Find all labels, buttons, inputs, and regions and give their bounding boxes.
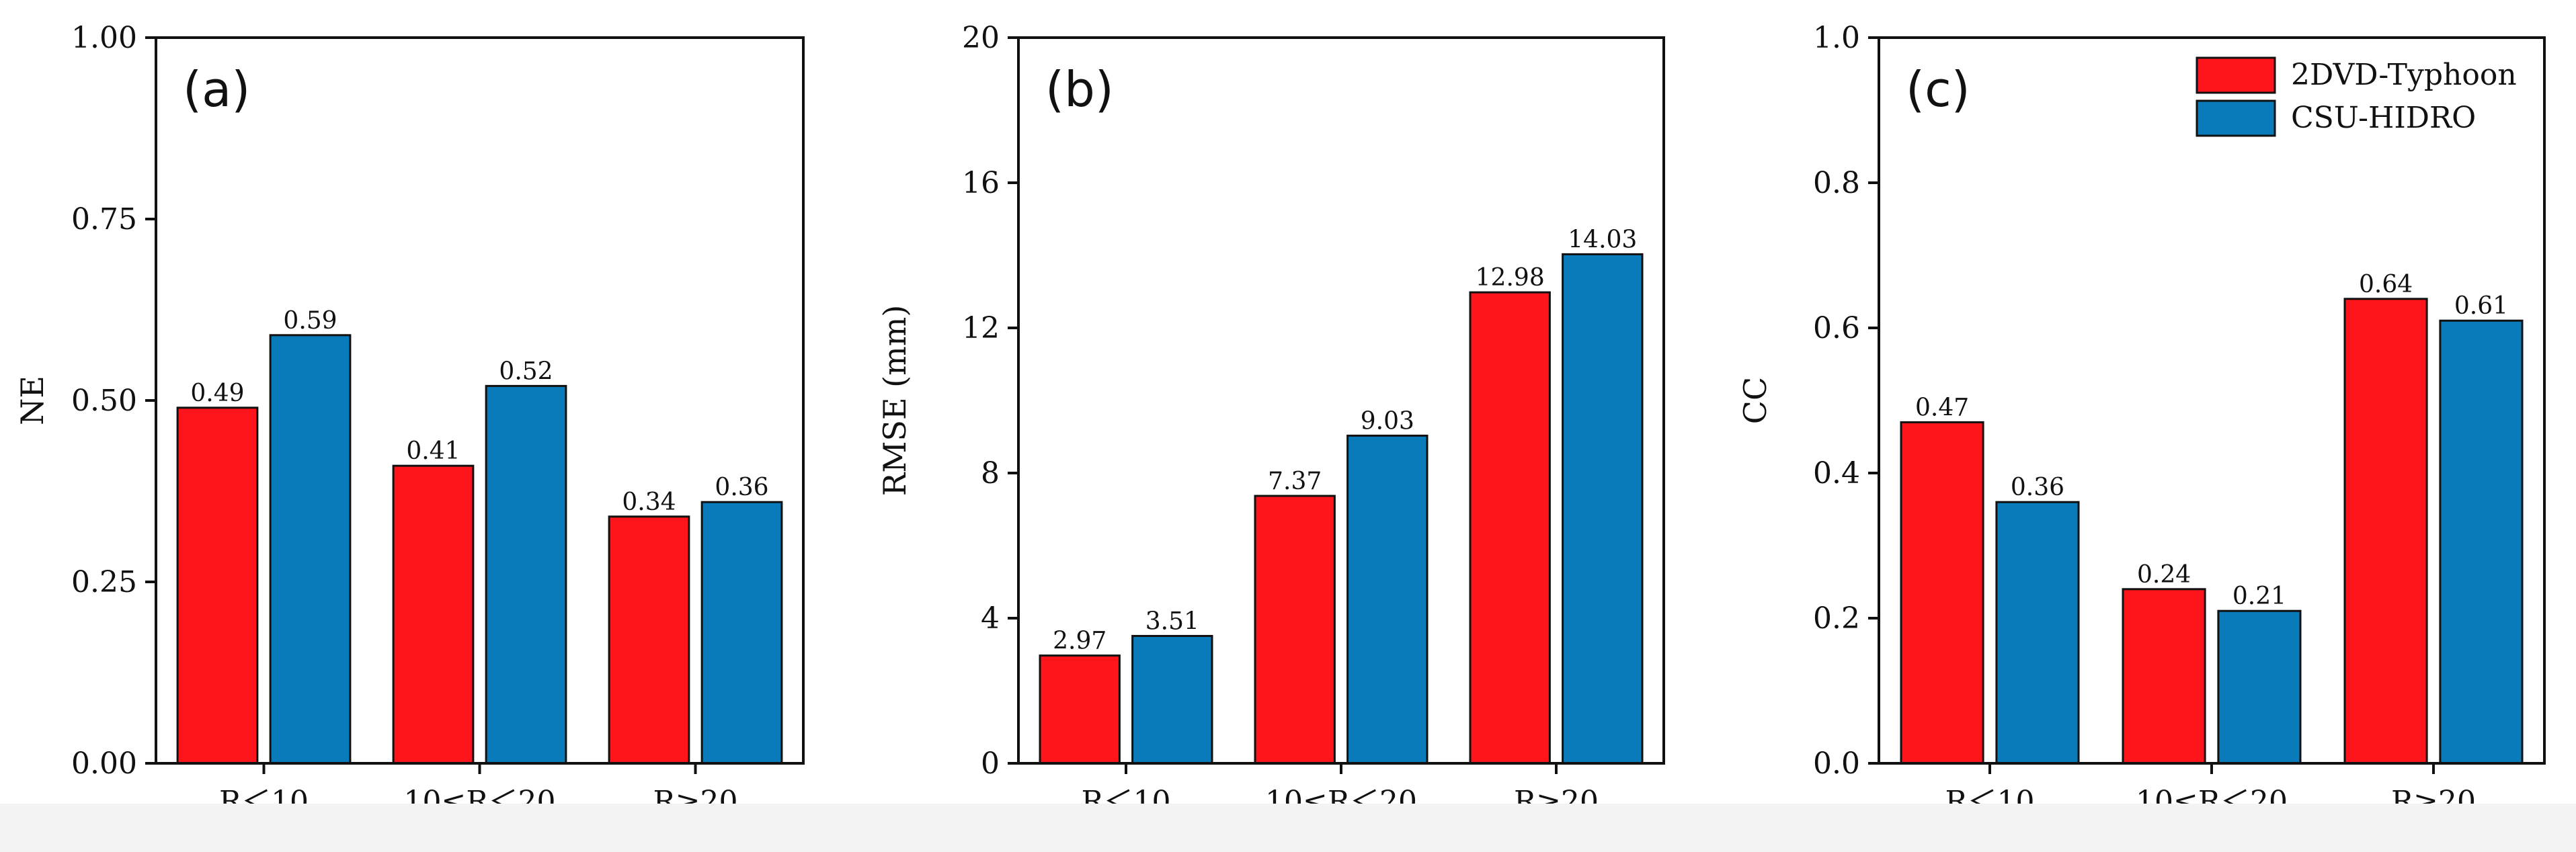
data-label: 0.36	[715, 474, 768, 501]
panel-c: 0.47 0.24 0.64 0.36 0.21 0.61 0.0 0.2 0.4 0.6 0.8 1…	[1737, 21, 2546, 819]
legend-label-1: CSU-HIDRO	[2291, 101, 2476, 135]
y-axis-title: RMSE (mm)	[877, 305, 913, 497]
bar-2dvd-typhoon-1	[392, 464, 475, 765]
legend-swatch-0	[2196, 56, 2276, 94]
bar-csu-hidro-0	[1131, 634, 1213, 765]
y-tick-label: 0.4	[1813, 456, 1860, 491]
bar-2dvd-typhoon-1	[2122, 588, 2206, 765]
data-label: 0.21	[2232, 583, 2286, 610]
y-tick-label: 16	[962, 166, 1000, 200]
y-tick-label: 20	[962, 21, 1000, 55]
data-label: 3.51	[1145, 607, 1199, 635]
data-label: 2.97	[1053, 628, 1106, 655]
bar-2dvd-typhoon-0	[1900, 421, 1984, 765]
data-label: 0.24	[2137, 561, 2191, 589]
y-tick-label: 0.6	[1813, 311, 1860, 345]
y-tick-label: 0.8	[1813, 166, 1860, 200]
data-label: 0.61	[2454, 292, 2508, 320]
y-tick-label: 12	[962, 311, 1000, 345]
data-label: 0.59	[283, 307, 337, 335]
y-tick-label: 0.50	[71, 384, 137, 418]
legend-label-0: 2DVD-Typhoon	[2291, 58, 2517, 92]
y-tick-label: 0.25	[71, 565, 137, 599]
y-tick-label: 0.2	[1813, 601, 1860, 636]
y-tick-label: 0	[981, 747, 1000, 781]
data-label: 14.03	[1568, 226, 1637, 253]
bar-csu-hidro-2	[2439, 319, 2524, 765]
y-axis-title: CC	[1737, 377, 1773, 424]
data-label: 0.36	[2011, 474, 2064, 501]
data-label: 9.03	[1361, 407, 1414, 435]
data-label: 0.52	[499, 357, 553, 385]
legend-swatch-1	[2196, 99, 2276, 137]
y-tick-label: 1.00	[71, 21, 137, 55]
data-label: 7.37	[1268, 468, 1322, 495]
bottom-strip	[0, 804, 2576, 852]
panel-label: (b)	[1045, 61, 1114, 118]
data-label: 0.41	[406, 437, 460, 465]
data-label: 12.98	[1476, 264, 1545, 292]
panel-label: (a)	[183, 61, 250, 118]
bar-2dvd-typhoon-2	[2343, 298, 2428, 765]
bar-csu-hidro-0	[269, 334, 352, 765]
y-tick-label: 0.0	[1813, 747, 1860, 781]
bar-2dvd-typhoon-2	[1469, 291, 1551, 765]
bar-csu-hidro-0	[1995, 501, 2080, 765]
data-label: 0.47	[1915, 394, 1969, 421]
y-tick-label: 4	[981, 601, 1000, 636]
y-tick-label: 1.0	[1813, 21, 1860, 55]
bar-csu-hidro-2	[1562, 253, 1644, 765]
legend: 2DVD-Typhoon CSU-HIDRO	[2196, 56, 2517, 137]
panel-a: 0.49 0.41 0.34 0.59 0.52 0.36 0.00 0.25 0.50 0.75…	[14, 21, 805, 819]
bar-csu-hidro-1	[1346, 434, 1428, 765]
bar-2dvd-typhoon-0	[1039, 654, 1121, 765]
panel-label: (c)	[1906, 61, 1970, 118]
data-label: 0.34	[622, 488, 676, 516]
y-tick-label: 8	[981, 456, 1000, 491]
data-label: 0.49	[190, 380, 244, 407]
y-tick-label: 0.75	[71, 202, 137, 237]
y-tick-label: 0.00	[71, 747, 137, 781]
bar-2dvd-typhoon-2	[608, 515, 690, 765]
bar-2dvd-typhoon-1	[1254, 495, 1336, 765]
bar-csu-hidro-1	[485, 384, 567, 765]
data-label: 0.64	[2359, 271, 2413, 298]
bar-csu-hidro-1	[2217, 609, 2302, 765]
bar-csu-hidro-2	[700, 501, 783, 765]
y-axis-title: NE	[14, 376, 50, 425]
bar-2dvd-typhoon-0	[176, 407, 259, 765]
